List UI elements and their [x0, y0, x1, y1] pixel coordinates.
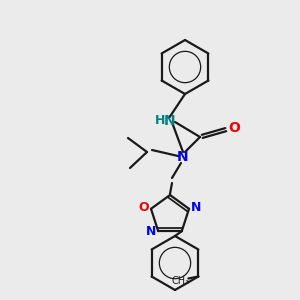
Text: O: O [228, 121, 240, 135]
Text: O: O [139, 201, 149, 214]
Text: CH₃: CH₃ [171, 275, 189, 286]
Text: H: H [155, 115, 165, 128]
Text: N: N [191, 201, 201, 214]
Text: N: N [164, 114, 176, 128]
Text: N: N [146, 225, 156, 238]
Text: N: N [177, 150, 189, 164]
